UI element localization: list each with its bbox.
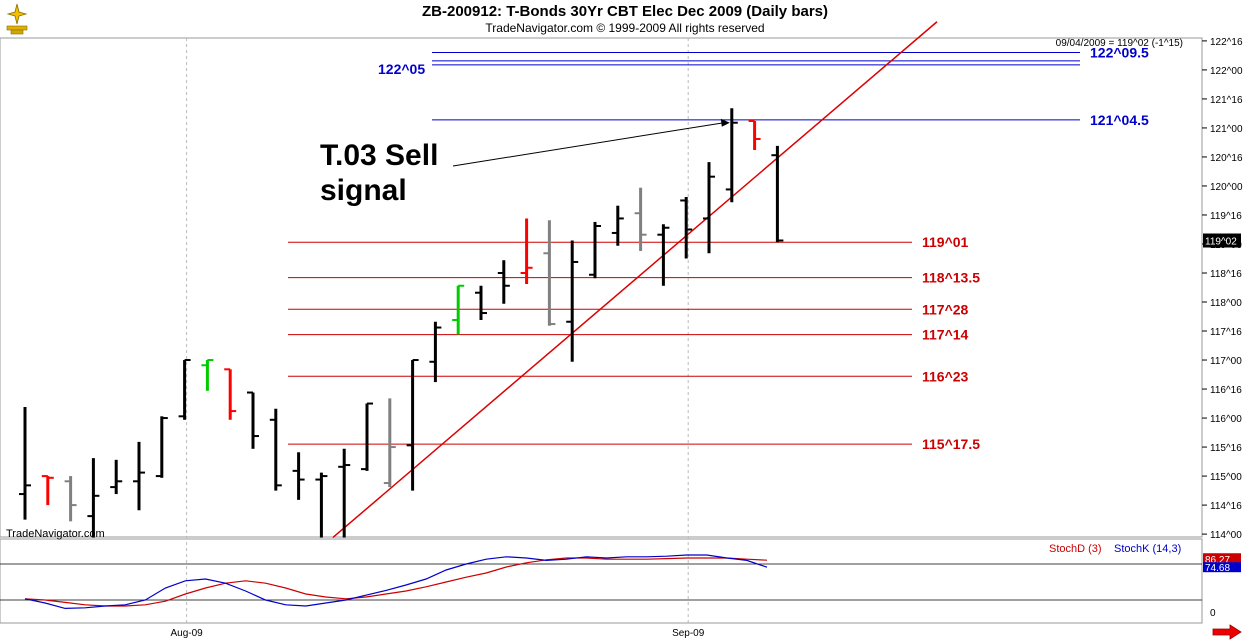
annotation-arrow-head bbox=[720, 118, 730, 127]
ohlc-bar bbox=[520, 218, 533, 285]
ohlc-bar bbox=[566, 240, 579, 362]
y-tick-label: 118^00 bbox=[1210, 298, 1242, 309]
level-label: 119^01 bbox=[922, 234, 969, 250]
chart-header: ZB-200912: T-Bonds 30Yr CBT Elec Dec 200… bbox=[0, 0, 1250, 38]
level-label: 117^14 bbox=[922, 327, 969, 343]
ohlc-bar bbox=[611, 205, 624, 246]
time-axis: Aug-09 Sep-09 bbox=[170, 628, 704, 639]
y-tick-label: 118^16 bbox=[1210, 269, 1242, 280]
ohlc-bar bbox=[315, 472, 328, 538]
level-label: 115^17.5 bbox=[922, 436, 980, 452]
level-label: 116^23 bbox=[922, 368, 969, 384]
ohlc-bar bbox=[247, 391, 259, 449]
stoch-k-value: 74.68 bbox=[1205, 563, 1230, 574]
ohlc-bar bbox=[41, 475, 54, 506]
ohlc-bar bbox=[657, 224, 670, 286]
ohlc-bar bbox=[748, 119, 761, 150]
watermark-label: TradeNavigator.com bbox=[6, 528, 105, 540]
ohlc-bar bbox=[64, 476, 77, 522]
ohlc-bar bbox=[292, 452, 305, 500]
stoch-k-legend: StochK (14,3) bbox=[1114, 543, 1181, 555]
ohlc-bar bbox=[589, 221, 601, 279]
level-label: 121^04.5 bbox=[1090, 112, 1149, 128]
annotation-text: signal bbox=[320, 174, 407, 207]
ohlc-bar bbox=[110, 459, 123, 495]
ohlc-bar bbox=[383, 398, 396, 488]
y-tick-label: 117^16 bbox=[1210, 327, 1242, 338]
trade-navigator-logo-icon[interactable] bbox=[2, 2, 32, 36]
price-axis: 122^16 122^00 121^16 121^00 120^16 120^00 119^… bbox=[1202, 37, 1243, 541]
ohlc-bar bbox=[703, 162, 715, 254]
ohlc-bar bbox=[475, 285, 487, 320]
ohlc-bar bbox=[634, 187, 647, 251]
stoch-d-value: 86.27 bbox=[1205, 555, 1230, 566]
stoch-k-value-marker bbox=[1203, 562, 1241, 573]
last-price-label: 119^02 bbox=[1205, 237, 1237, 248]
price-pane bbox=[0, 37, 1203, 538]
annotation-text: T.03 Sell bbox=[320, 139, 438, 172]
x-tick-label: Sep-09 bbox=[672, 628, 705, 639]
y-tick-label: 115^00 bbox=[1210, 472, 1242, 483]
stoch-series-line bbox=[24, 554, 768, 610]
stoch-tick-label: 0 bbox=[1210, 608, 1216, 619]
stoch-series-line bbox=[24, 557, 768, 607]
ohlc-bar bbox=[429, 321, 442, 383]
stoch-d-legend: StochD (3) bbox=[1049, 543, 1102, 555]
ohlc-bar bbox=[224, 368, 237, 420]
ohlc-bar bbox=[155, 416, 168, 478]
price-bars bbox=[19, 108, 784, 538]
y-tick-label: 122^00 bbox=[1210, 66, 1243, 77]
y-tick-label: 114^00 bbox=[1210, 530, 1242, 541]
ohlc-bar bbox=[361, 402, 373, 471]
y-tick-label: 121^00 bbox=[1210, 124, 1243, 135]
ohlc-bar bbox=[680, 196, 693, 259]
level-label: 122^05 bbox=[378, 61, 425, 77]
ohlc-bar bbox=[87, 458, 100, 538]
y-tick-label: 116^16 bbox=[1210, 385, 1242, 396]
horizontal-levels: 122^09.5 122^05 121^04.5 119^01 118^13.5 117^… bbox=[288, 45, 1149, 452]
y-tick-label: 120^16 bbox=[1210, 153, 1243, 164]
ohlc-bar bbox=[771, 145, 784, 243]
ohlc-bar bbox=[543, 220, 556, 326]
ohlc-bar bbox=[201, 359, 214, 391]
red-right-arrow-icon[interactable] bbox=[1212, 624, 1242, 640]
ohlc-bar bbox=[497, 260, 510, 304]
chart-subtitle: TradeNavigator.com © 1999-2009 All right… bbox=[485, 21, 765, 35]
y-tick-label: 120^00 bbox=[1210, 182, 1243, 193]
trendline bbox=[332, 21, 938, 539]
trendline-layer bbox=[332, 21, 938, 539]
ohlc-bar bbox=[338, 448, 351, 538]
last-price-marker bbox=[1203, 233, 1241, 248]
level-label: 122^09.5 bbox=[1090, 45, 1149, 61]
y-tick-label: 116^00 bbox=[1210, 414, 1242, 425]
annotation-arrow-line bbox=[452, 122, 724, 167]
ohlc-bar bbox=[452, 284, 465, 335]
chart-title: ZB-200912: T-Bonds 30Yr CBT Elec Dec 200… bbox=[422, 3, 828, 20]
y-tick-label: 121^16 bbox=[1210, 95, 1243, 106]
y-tick-label: 122^16 bbox=[1210, 37, 1243, 48]
stochastic-pane bbox=[0, 538, 1203, 624]
level-label: 118^13.5 bbox=[922, 270, 980, 286]
ohlc-bar bbox=[725, 108, 738, 203]
ohlc-bar bbox=[406, 359, 419, 491]
ohlc-bar bbox=[133, 441, 145, 511]
y-tick-label: 114^16 bbox=[1210, 501, 1242, 512]
grid-lines bbox=[186, 38, 689, 623]
ohlc-bar bbox=[19, 407, 31, 520]
y-tick-label: 115^16 bbox=[1210, 443, 1242, 454]
ohlc-bar bbox=[269, 408, 282, 491]
y-tick-label: 117^00 bbox=[1210, 356, 1242, 367]
x-tick-label: Aug-09 bbox=[170, 628, 203, 639]
level-label: 117^28 bbox=[922, 301, 969, 317]
ohlc-bar bbox=[178, 359, 191, 420]
price-info-label: 09/04/2009 = 119^02 (-1^15) bbox=[1056, 38, 1183, 49]
y-tick-label: 119^16 bbox=[1210, 211, 1242, 222]
